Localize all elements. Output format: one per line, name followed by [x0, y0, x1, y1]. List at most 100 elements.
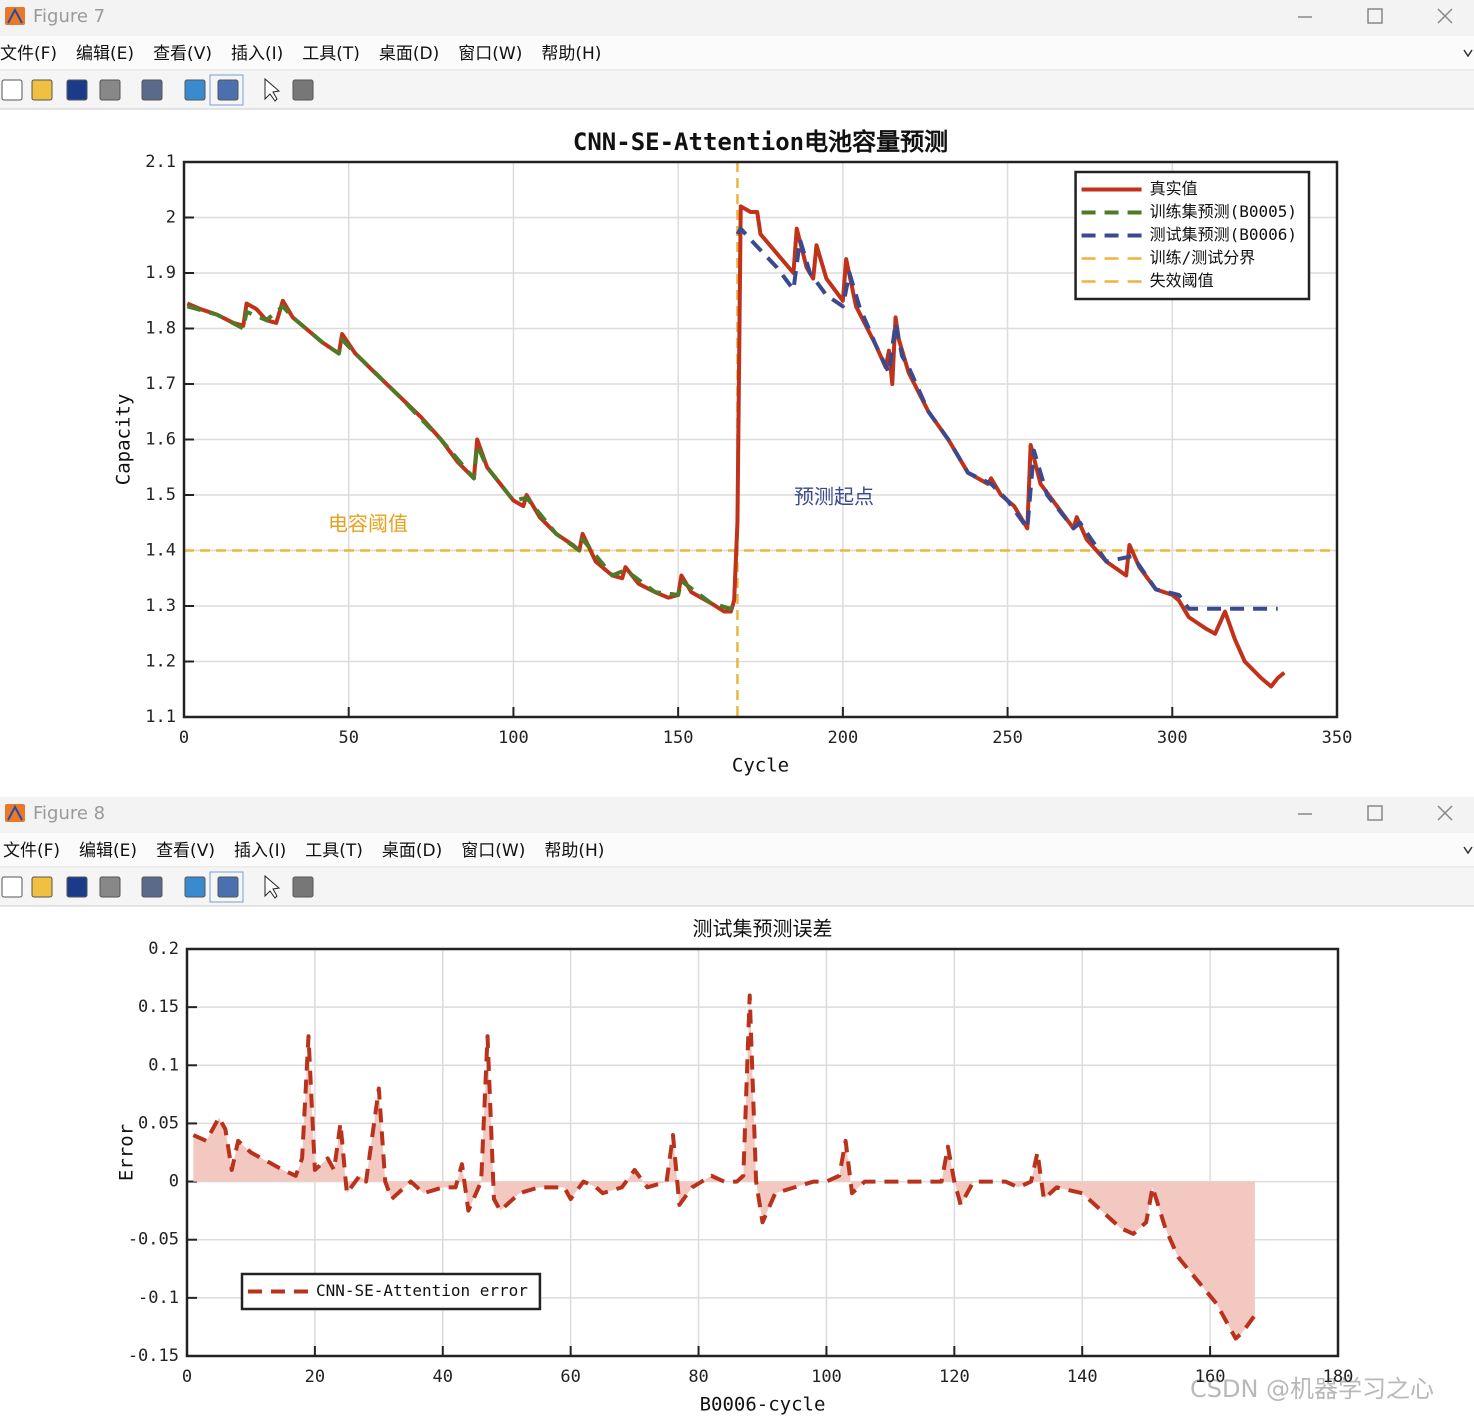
y-tick-label: 0.15	[138, 997, 179, 1017]
y-tick-label: 1.2	[145, 652, 176, 672]
x-tick-label: 100	[498, 728, 529, 748]
menu-bar	[0, 833, 1474, 867]
y-tick-label: 1.8	[145, 319, 176, 339]
y-axis-label: Capacity	[113, 394, 135, 486]
y-tick-label: 1.1	[145, 707, 176, 727]
y-tick-label: -0.15	[128, 1346, 179, 1366]
x-tick-label: 80	[688, 1367, 708, 1387]
y-tick-label: 2	[166, 208, 176, 228]
series-line	[192, 993, 1257, 1341]
toolbar	[0, 71, 1474, 109]
toolbar-button-selected	[209, 871, 244, 903]
toolbar-button[interactable]	[217, 876, 239, 898]
toolbar-button[interactable]	[1, 876, 23, 898]
menu-item[interactable]: 窗口(W)	[458, 44, 522, 64]
x-tick-label: 0	[182, 1367, 192, 1387]
title-bar	[0, 797, 1474, 833]
menu-item[interactable]: 插入(I)	[231, 44, 283, 64]
legend-label: 失效阈值	[1150, 271, 1214, 290]
y-tick-label: -0.1	[138, 1288, 179, 1308]
close-button[interactable]	[1437, 805, 1453, 821]
close-button[interactable]	[1437, 8, 1453, 24]
series-line	[186, 204, 1286, 689]
pointer-tool[interactable]	[264, 77, 281, 102]
menu-item[interactable]: 窗口(W)	[461, 841, 525, 861]
watermark: CSDN @机器学习之心	[1190, 1375, 1434, 1403]
y-tick-label: 1.3	[145, 596, 176, 616]
toolbar	[0, 868, 1474, 906]
menu-item[interactable]: 工具(T)	[302, 44, 360, 64]
app-icon-mark	[7, 7, 23, 24]
legend-label: CNN-SE-Attention error	[316, 1281, 528, 1300]
toolbar-button[interactable]	[184, 79, 206, 101]
x-tick-label: 40	[433, 1367, 453, 1387]
toolbar-button[interactable]	[141, 876, 163, 898]
maximize-button[interactable]	[1367, 8, 1383, 24]
toolbar-button[interactable]	[99, 79, 121, 101]
pointer-tool[interactable]	[264, 874, 281, 899]
toolbar-button[interactable]	[99, 876, 121, 898]
y-tick-label: 1.4	[145, 541, 176, 561]
toolbar-button[interactable]	[184, 876, 206, 898]
x-tick-label: 300	[1157, 728, 1188, 748]
toolbar-button[interactable]	[31, 79, 53, 101]
legend-label: 真实值	[1150, 179, 1198, 198]
menu-item[interactable]: 桌面(D)	[382, 841, 442, 861]
y-tick-label: 1.5	[145, 485, 176, 505]
x-tick-label: 0	[179, 728, 189, 748]
menu-item[interactable]: 编辑(E)	[79, 841, 137, 861]
y-tick-label: 0.2	[148, 939, 179, 959]
x-axis-label: B0006-cycle	[700, 1394, 826, 1416]
menu-item[interactable]: 帮助(H)	[544, 841, 604, 861]
menu-item[interactable]: 桌面(D)	[379, 44, 439, 64]
window-title: Figure 8	[33, 803, 105, 824]
chart-title: 测试集预测误差	[693, 917, 833, 941]
toolbar-button-selected	[209, 74, 244, 106]
toolbar-button[interactable]	[66, 876, 88, 898]
legend-box	[240, 1272, 542, 1311]
toolbar-button[interactable]	[66, 79, 88, 101]
x-tick-label: 250	[992, 728, 1023, 748]
toolbar-button[interactable]	[217, 79, 239, 101]
menu-item[interactable]: 工具(T)	[305, 841, 363, 861]
legend: CNN-SE-Attention error	[240, 1272, 542, 1311]
x-tick-label: 50	[338, 728, 358, 748]
legend-box	[1074, 170, 1311, 301]
toolbar-button[interactable]	[1, 79, 23, 101]
legend-label: 测试集预测(B0006)	[1150, 225, 1297, 244]
x-tick-label: 350	[1322, 728, 1353, 748]
y-tick-label: -0.05	[128, 1230, 179, 1250]
menu-item[interactable]: 帮助(H)	[541, 44, 601, 64]
menu-item[interactable]: 插入(I)	[234, 841, 286, 861]
annotation: 预测起点	[794, 485, 874, 509]
x-tick-label: 20	[305, 1367, 325, 1387]
menu-item[interactable]: 文件(F)	[0, 44, 57, 64]
y-tick-label: 0	[169, 1172, 179, 1192]
x-tick-label: 140	[1067, 1367, 1098, 1387]
toolbar-button[interactable]	[31, 876, 53, 898]
axes-frame	[185, 947, 1340, 1358]
x-tick-label: 120	[939, 1367, 970, 1387]
toolbar-button[interactable]	[292, 876, 314, 898]
legend-label: 训练集预测(B0005)	[1150, 202, 1297, 221]
window-title: Figure 7	[33, 6, 105, 27]
menu-overflow	[1463, 49, 1473, 58]
axes-frame	[182, 160, 1339, 719]
toolbar-button[interactable]	[141, 79, 163, 101]
toolbar-button[interactable]	[292, 79, 314, 101]
maximize-button[interactable]	[1367, 805, 1383, 821]
y-tick-label: 0.1	[148, 1055, 179, 1075]
x-axis-label: Cycle	[732, 755, 789, 777]
chart-title: CNN-SE-Attention电池容量预测	[573, 128, 948, 156]
menu-item[interactable]: 查看(V)	[153, 44, 212, 64]
menu-item[interactable]: 查看(V)	[156, 841, 215, 861]
menu-overflow	[1463, 846, 1473, 855]
legend-label: 训练/测试分界	[1150, 248, 1256, 267]
y-tick-label: 0.05	[138, 1113, 179, 1133]
y-tick-label: 1.6	[145, 430, 176, 450]
menu-item[interactable]: 编辑(E)	[76, 44, 134, 64]
series-line	[735, 226, 1278, 611]
menu-item[interactable]: 文件(F)	[3, 841, 60, 861]
x-tick-label: 180	[1323, 1367, 1354, 1387]
